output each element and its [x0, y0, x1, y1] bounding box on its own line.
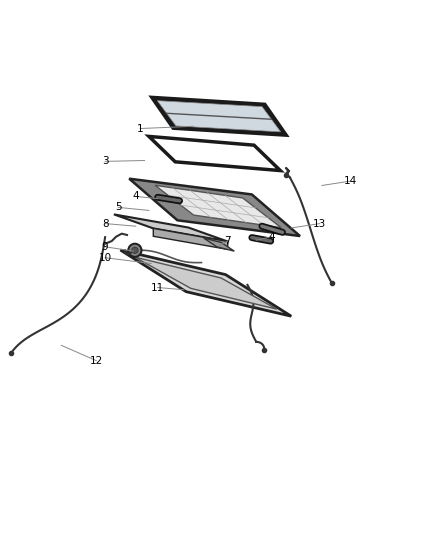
Text: 4: 4: [268, 232, 275, 242]
Polygon shape: [155, 185, 281, 228]
Polygon shape: [135, 257, 277, 309]
Text: 10: 10: [99, 253, 112, 263]
Polygon shape: [204, 238, 234, 251]
Polygon shape: [120, 250, 291, 316]
Polygon shape: [157, 101, 281, 132]
Circle shape: [128, 244, 141, 257]
Text: 8: 8: [102, 219, 109, 229]
Text: 9: 9: [102, 242, 109, 252]
Polygon shape: [114, 214, 228, 241]
Text: 11: 11: [151, 282, 164, 293]
Polygon shape: [129, 179, 300, 236]
Text: 14: 14: [344, 176, 357, 186]
Text: 1: 1: [137, 124, 144, 134]
Text: 4: 4: [132, 191, 139, 201]
Polygon shape: [151, 97, 287, 135]
Text: 13: 13: [313, 219, 326, 229]
Text: 12: 12: [90, 356, 103, 366]
Text: 7: 7: [224, 236, 231, 246]
Polygon shape: [153, 229, 228, 249]
Circle shape: [132, 247, 138, 253]
Text: 3: 3: [102, 156, 109, 166]
Text: 5: 5: [115, 203, 122, 212]
